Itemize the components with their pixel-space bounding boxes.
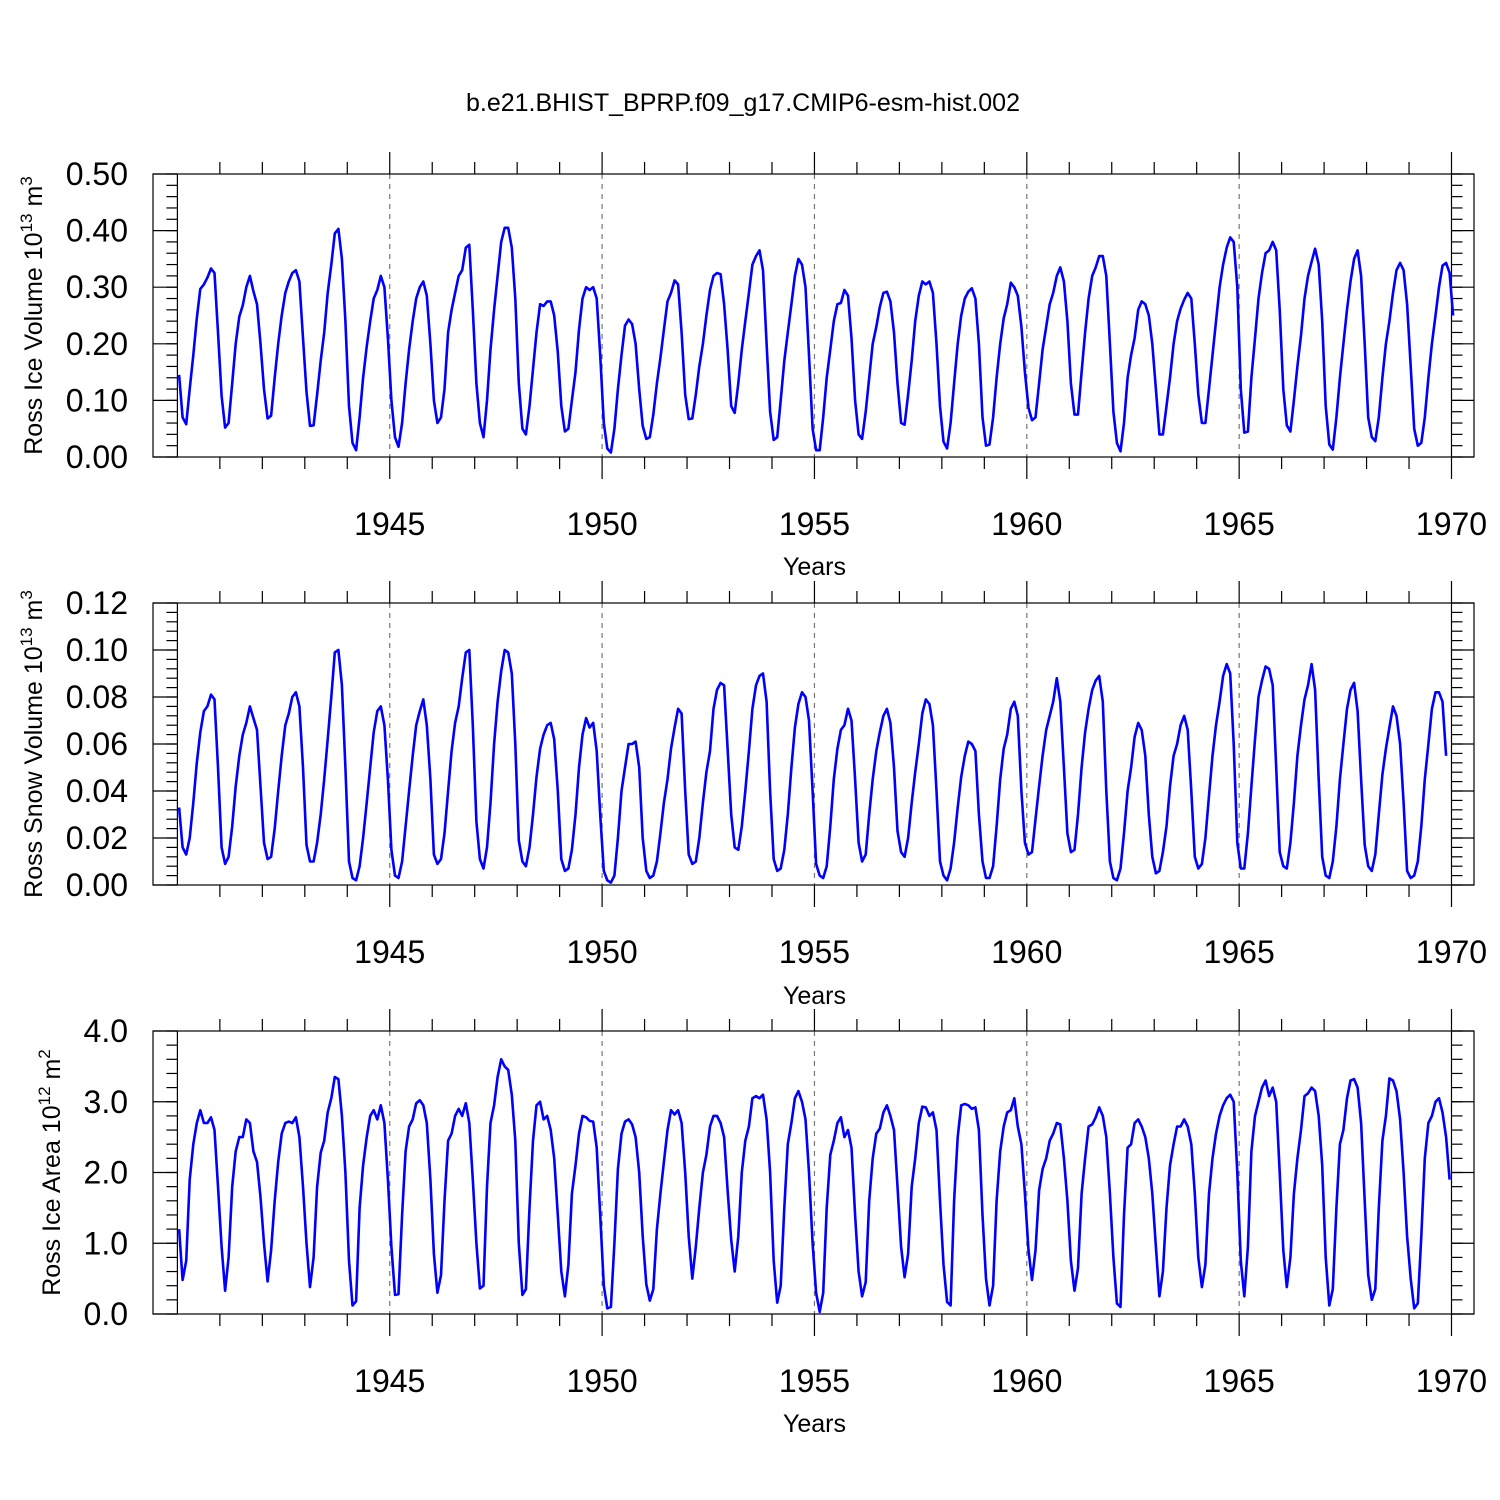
y-axis-label-superscript: 3 [17,176,36,185]
y-tick-label: 0.04 [66,773,128,809]
y-tick-label: 0.10 [66,632,128,668]
y-tick-label: 0.30 [66,269,128,305]
series-line [177,1058,1451,1314]
y-axis-label-superscript: 13 [17,627,36,646]
y-tick-label: 1.0 [84,1225,128,1261]
x-tick-label: 1960 [991,506,1062,542]
series-line [177,648,1448,884]
x-tick-label: 1950 [567,934,638,970]
y-tick-label: 0.00 [66,867,128,903]
series-line [177,226,1455,454]
x-tick-label: 1955 [779,1363,850,1399]
x-tick-label: 1965 [1204,934,1275,970]
x-tick-label: 1955 [779,506,850,542]
y-tick-label: 0.20 [66,326,128,362]
x-tick-label: 1945 [354,934,425,970]
y-tick-label: 3.0 [84,1084,128,1120]
y-tick-label: 0.40 [66,213,128,249]
y-axis-label-text: Ross Ice Volume 10 [20,232,48,454]
y-axis-label-text: Ross Ice Area 10 [38,1105,66,1295]
y-tick-label: 0.12 [66,585,128,621]
y-axis-label-superscript: 2 [35,1049,54,1058]
x-axis-label: Years [783,1410,846,1438]
x-tick-label: 1970 [1416,934,1487,970]
y-tick-label: 0.02 [66,820,128,856]
y-axis-label-superscript: 13 [17,213,36,232]
panels: 0.00 0.10 0.20 0.30 0.40 0.50 1945 1950 1955 1960… [17,152,1487,1438]
y-tick-label: 2.0 [84,1155,128,1191]
y-axis-label: Ross Ice Volume 1013 m3 [17,176,48,455]
x-axis-label: Years [783,982,846,1010]
y-axis-label-text: m [20,600,48,628]
y-tick-label: 0.10 [66,382,128,418]
x-tick-label: 1945 [354,1363,425,1399]
y-axis-label-superscript: 12 [35,1086,54,1105]
x-tick-label: 1960 [991,1363,1062,1399]
y-tick-label: 0.08 [66,679,128,715]
x-tick-label: 1970 [1416,506,1487,542]
x-tick-label: 1965 [1204,506,1275,542]
x-axis-label: Years [783,553,846,581]
x-tick-label: 1955 [779,934,850,970]
x-tick-label: 1950 [567,1363,638,1399]
y-axis-label-text: m [20,186,48,214]
y-axis-label-superscript: 3 [17,590,36,599]
y-axis-label: Ross Snow Volume 1013 m3 [17,590,48,898]
chart-panel-2: 0.00 0.02 0.04 0.06 0.08 0.10 0.12 1945 1950 1955… [17,581,1487,1010]
y-tick-label: 0.0 [84,1296,128,1332]
x-tick-label: 1950 [567,506,638,542]
chart-panel-1: 0.00 0.10 0.20 0.30 0.40 0.50 1945 1950 1955 1960… [17,152,1487,581]
x-tick-label: 1965 [1204,1363,1275,1399]
chart-panel-3: 0.0 1.0 2.0 3.0 4.0 1945 1950 1955 1960 1965 1970 Y… [35,1009,1487,1438]
y-axis-label: Ross Ice Area 1012 m2 [35,1049,66,1296]
plot-frame [152,173,1475,458]
y-tick-label: 0.50 [66,156,128,192]
figure-title: b.e21.BHIST_BPRP.f09_g17.CMIP6-esm-hist.… [466,89,1020,117]
y-tick-label: 0.06 [66,726,128,762]
y-axis-label-text: m [38,1059,66,1087]
x-tick-label: 1970 [1416,1363,1487,1399]
y-axis-label-text: Ross Snow Volume 10 [20,646,48,898]
y-tick-label: 0.00 [66,439,128,475]
y-tick-label: 4.0 [84,1013,128,1049]
x-tick-label: 1960 [991,934,1062,970]
x-tick-label: 1945 [354,506,425,542]
